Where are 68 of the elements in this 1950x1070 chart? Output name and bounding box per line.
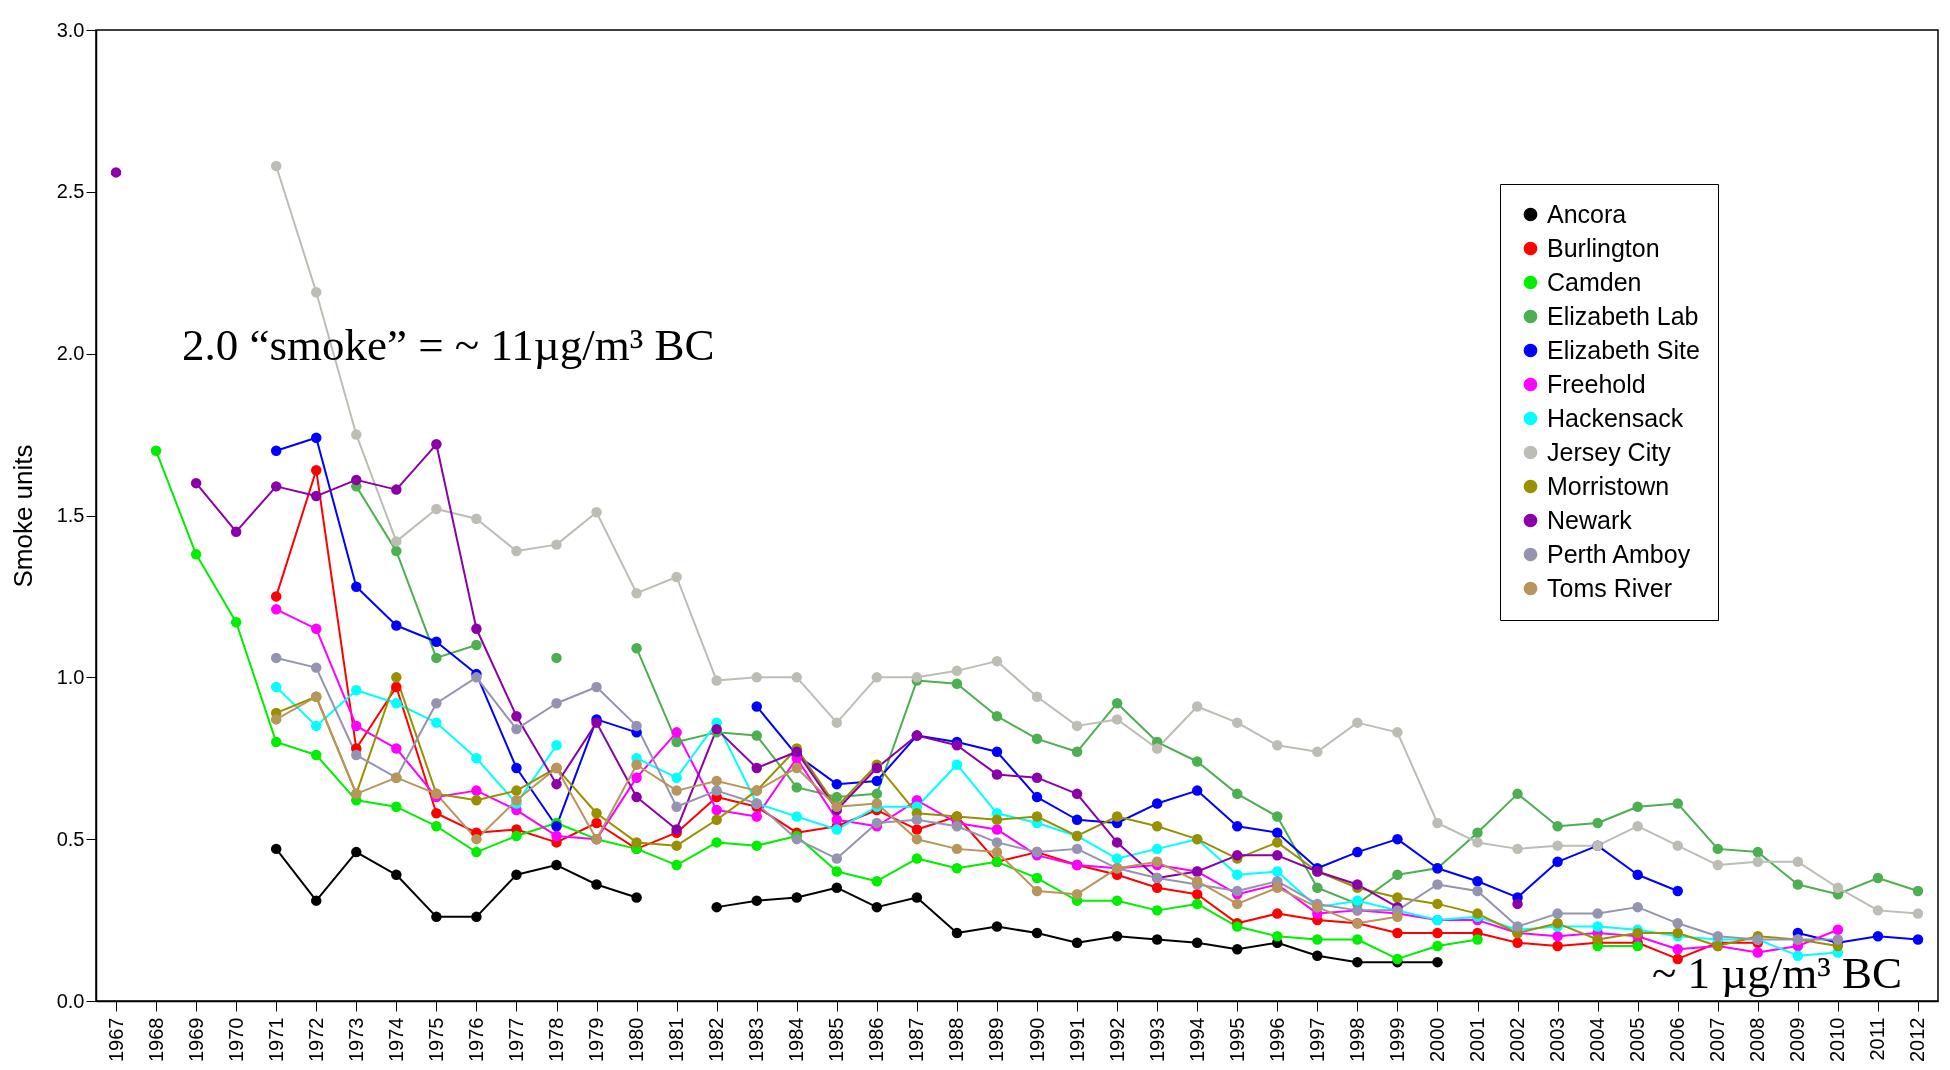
x-tick-label: 1993 — [1145, 1017, 1168, 1062]
x-tick-label: 2004 — [1586, 1017, 1609, 1062]
annotation: ~ 1 µg/m³ BC — [1651, 948, 1902, 998]
y-axis-title: Smoke units — [7, 444, 38, 588]
x-tick-label: 2001 — [1466, 1017, 1488, 1062]
x-tick-label: 1990 — [1025, 1017, 1048, 1062]
legend-label: Morristown — [1547, 471, 1670, 500]
y-tick-label: 0.0 — [56, 989, 85, 1012]
legend-label: Burlington — [1547, 233, 1660, 262]
x-tick-label: 2007 — [1706, 1017, 1729, 1062]
legend-label: Newark — [1547, 505, 1633, 534]
x-tick-label: 2000 — [1425, 1017, 1448, 1062]
x-tick-label: 1986 — [865, 1017, 888, 1062]
x-tick-label: 1988 — [945, 1017, 968, 1062]
x-tick-label: 2005 — [1626, 1017, 1649, 1062]
x-tick-label: 1999 — [1385, 1017, 1408, 1062]
y-tick-label: 3.0 — [56, 18, 85, 41]
legend-label: Elizabeth Site — [1547, 335, 1700, 364]
x-tick-label: 1975 — [424, 1017, 447, 1062]
x-tick-label: 1976 — [464, 1017, 487, 1062]
x-tick-label: 1979 — [585, 1017, 608, 1062]
legend-label: Jersey City — [1547, 437, 1672, 466]
x-tick-label: 1992 — [1105, 1017, 1128, 1062]
x-tick-label: 1997 — [1305, 1017, 1328, 1062]
legend-label: Hackensack — [1547, 403, 1684, 432]
x-tick-label: 2009 — [1786, 1017, 1809, 1062]
y-tick-label: 0.5 — [56, 827, 85, 850]
annotation: 2.0 “smoke” = ~ 11µg/m³ BC — [182, 320, 715, 370]
x-tick-label: 1978 — [545, 1017, 567, 1062]
x-tick-label: 1969 — [184, 1017, 207, 1062]
legend-label: Freehold — [1547, 369, 1646, 398]
x-tick-label: 2003 — [1546, 1017, 1569, 1062]
legend-label: Ancora — [1547, 199, 1627, 228]
x-tick-label: 2008 — [1746, 1017, 1769, 1062]
legend-label: Elizabeth Lab — [1547, 301, 1699, 330]
x-tick-label: 1981 — [665, 1017, 688, 1062]
x-tick-label: 1983 — [745, 1017, 768, 1062]
x-tick-label: 2011 — [1866, 1017, 1889, 1061]
x-tick-label: 1972 — [304, 1017, 327, 1062]
x-tick-label: 1982 — [705, 1017, 728, 1062]
x-tick-label: 1968 — [144, 1017, 167, 1062]
y-tick-label: 2.0 — [56, 342, 85, 365]
x-tick-label: 2010 — [1826, 1017, 1849, 1062]
x-tick-label: 1984 — [785, 1017, 808, 1062]
x-tick-label: 2006 — [1666, 1017, 1689, 1062]
x-tick-label: 1967 — [104, 1017, 127, 1062]
x-tick-label: 1980 — [625, 1017, 648, 1062]
legend-label: Camden — [1547, 267, 1642, 296]
legend-label: Toms River — [1547, 573, 1673, 602]
x-tick-label: 2012 — [1906, 1017, 1929, 1062]
x-tick-label: 1989 — [985, 1017, 1008, 1062]
y-tick-label: 1.5 — [56, 504, 85, 526]
x-tick-label: 1974 — [384, 1017, 407, 1062]
x-tick-label: 2002 — [1506, 1017, 1529, 1062]
x-tick-label: 1970 — [224, 1017, 247, 1062]
x-tick-label: 1998 — [1345, 1017, 1368, 1062]
y-tick-label: 1.0 — [56, 665, 85, 688]
x-tick-label: 1985 — [825, 1017, 848, 1062]
x-tick-label: 1995 — [1225, 1017, 1248, 1062]
x-tick-label: 1994 — [1185, 1017, 1208, 1062]
y-tick-label: 2.5 — [56, 180, 85, 203]
legend-label: Perth Amboy — [1547, 539, 1691, 568]
x-tick-label: 1973 — [344, 1017, 367, 1062]
x-tick-label: 1971 — [264, 1017, 287, 1062]
x-tick-label: 1977 — [504, 1017, 527, 1062]
x-tick-label: 1991 — [1065, 1017, 1088, 1062]
x-tick-label: 1996 — [1265, 1017, 1288, 1062]
x-tick-label: 1987 — [905, 1017, 928, 1062]
